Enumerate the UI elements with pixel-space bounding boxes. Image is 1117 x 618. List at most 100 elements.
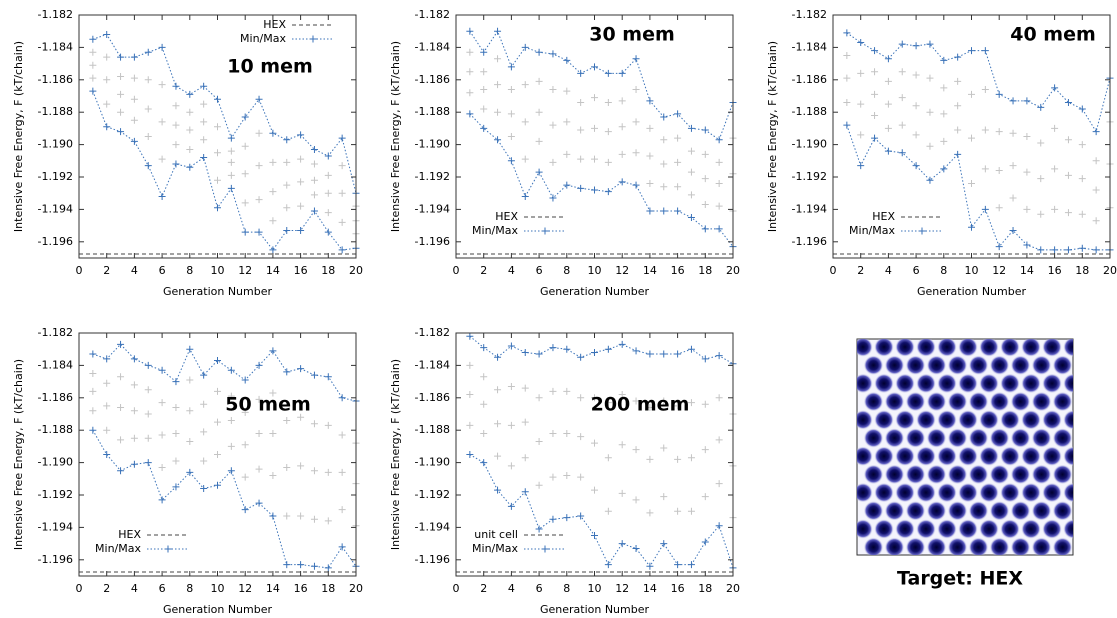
population-point (535, 137, 543, 145)
population-point (646, 509, 654, 517)
x-tick-label: 18 (321, 264, 335, 277)
population-point (632, 86, 640, 94)
series-point (604, 69, 612, 77)
y-tick-label: -1.196 (38, 235, 73, 248)
population-point (186, 407, 194, 415)
series-point (103, 30, 111, 38)
series-point (324, 228, 332, 236)
hex-dot (1063, 519, 1073, 539)
series-point (283, 136, 291, 144)
population-point (660, 183, 668, 191)
hex-dot (1010, 355, 1031, 376)
y-tick-label: -1.188 (415, 105, 450, 118)
population-point (563, 387, 571, 395)
y-tick-label: -1.186 (415, 391, 450, 404)
series-point (1092, 128, 1100, 136)
population-point (144, 133, 152, 140)
series-point (186, 90, 194, 98)
population-point (186, 126, 194, 134)
population-point (241, 408, 249, 416)
series-point (563, 181, 571, 189)
x-axis-label: Generation Number (917, 285, 1027, 298)
x-tick-label: 10 (211, 264, 225, 277)
population-point (283, 204, 291, 212)
population-point (646, 455, 654, 463)
population-point (494, 55, 502, 63)
population-point (1051, 165, 1059, 173)
population-point (172, 141, 180, 149)
series-point (507, 63, 515, 71)
y-tick-label: -1.182 (792, 8, 827, 21)
population-point (283, 181, 291, 189)
population-point (283, 158, 291, 166)
hex-dot (1042, 555, 1062, 575)
x-tick-label: 10 (588, 264, 602, 277)
y-tick-label: -1.184 (415, 40, 450, 53)
x-tick-label: 8 (563, 582, 570, 595)
hex-dot (1042, 409, 1062, 430)
x-tick-label: 2 (103, 264, 110, 277)
series-point (338, 394, 346, 402)
x-tick-label: 16 (671, 264, 685, 277)
hex-dot (857, 373, 873, 394)
population-point (857, 100, 865, 108)
population-point (130, 381, 138, 389)
hex-dot (895, 373, 915, 394)
population-point (269, 472, 277, 480)
y-tick-label: -1.190 (415, 456, 450, 469)
series-line (469, 335, 734, 365)
population-point (898, 94, 906, 102)
population-point (591, 94, 598, 102)
population-point (674, 183, 682, 191)
hex-dot (905, 500, 926, 521)
population-point (200, 400, 208, 408)
population-point (1051, 205, 1059, 213)
hex-dot (905, 537, 926, 555)
series-point (577, 69, 585, 77)
population-point (338, 468, 346, 476)
hex-dot (937, 482, 957, 503)
population-point (89, 407, 97, 415)
hex-dot (1021, 555, 1041, 575)
population-point (89, 61, 97, 69)
hex-dot (884, 391, 905, 412)
x-tick-label: 4 (508, 582, 515, 595)
population-point (871, 90, 879, 98)
population-point (981, 126, 989, 134)
series-point (283, 226, 291, 234)
series-point (898, 149, 906, 157)
population-point (103, 100, 111, 108)
population-point (632, 397, 640, 405)
population-point (144, 434, 152, 442)
hex-dot (1021, 446, 1041, 467)
population-point (480, 105, 488, 113)
series-point (507, 342, 515, 350)
hex-dot (1031, 391, 1052, 412)
series-point (255, 95, 263, 103)
series-point (674, 110, 682, 118)
hex-dot (926, 391, 947, 412)
series-point (715, 136, 723, 144)
population-point (687, 454, 695, 462)
population-point (297, 178, 305, 186)
x-axis-label: Generation Number (540, 285, 650, 298)
population-point (158, 399, 166, 407)
hex-dot (1042, 482, 1062, 503)
x-tick-label: 0 (76, 582, 83, 595)
y-tick-label: -1.190 (792, 138, 827, 151)
series-point (186, 163, 194, 171)
hex-dot (857, 446, 873, 467)
population-point (269, 389, 277, 397)
population-point (466, 361, 474, 369)
hex-dot (1052, 537, 1073, 555)
series-point (1064, 246, 1072, 254)
population-point (494, 420, 502, 428)
x-tick-label: 6 (913, 264, 920, 277)
series-point (715, 522, 723, 530)
population-point (646, 124, 654, 132)
hex-dot (1031, 428, 1052, 448)
series-point (283, 561, 291, 569)
population-point (674, 402, 682, 410)
target-image (856, 338, 1074, 575)
series-point (466, 451, 474, 458)
